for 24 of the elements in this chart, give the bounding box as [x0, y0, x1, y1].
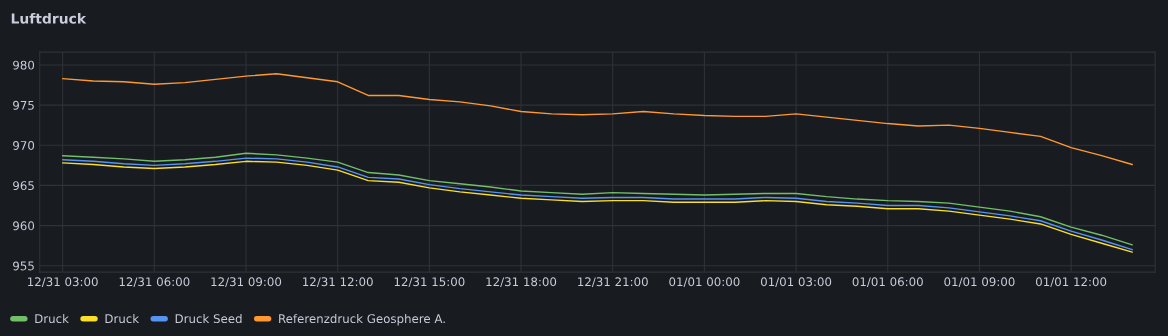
x-tick-label: 12/31 18:00 — [486, 277, 557, 288]
y-tick-label: 975 — [13, 100, 34, 110]
chart-title: Luftdruck — [11, 12, 87, 24]
y-tick-label: 960 — [13, 221, 35, 231]
x-tick-label: 01/01 00:00 — [669, 277, 740, 288]
legend-label: Referenzdruck Geosphere A. — [279, 313, 445, 326]
x-tick-label: 01/01 12:00 — [1035, 277, 1107, 288]
x-tick-label: 12/31 21:00 — [578, 277, 648, 288]
y-tick-label: 955 — [13, 261, 34, 271]
x-tick-label: 12/31 06:00 — [119, 277, 190, 288]
x-tick-label: 12/31 09:00 — [211, 277, 282, 288]
legend-label: Druck — [105, 313, 140, 324]
x-tick-label: 01/01 09:00 — [944, 277, 1015, 288]
legend-label: Druck Seed — [175, 313, 242, 324]
x-tick-label: 01/01 03:00 — [760, 277, 832, 288]
y-tick-label: 970 — [13, 140, 35, 150]
y-tick-label: 980 — [13, 60, 35, 70]
line-series — [61, 73, 1133, 166]
x-tick-label: 12/31 15:00 — [394, 277, 465, 288]
x-tick-label: 12/31 12:00 — [303, 277, 373, 288]
y-tick-label: 965 — [13, 181, 34, 191]
x-tick-label: 12/31 03:00 — [28, 277, 98, 288]
legend-label: Druck — [35, 313, 69, 324]
x-tick-label: 01/01 06:00 — [852, 277, 923, 288]
